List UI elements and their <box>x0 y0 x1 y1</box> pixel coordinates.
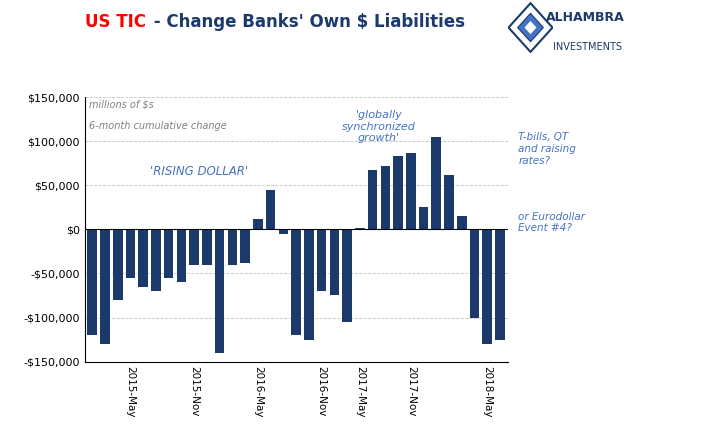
Bar <box>113 229 123 300</box>
Bar <box>177 229 186 282</box>
Bar <box>125 229 135 278</box>
Bar <box>304 229 314 340</box>
Bar <box>100 229 110 344</box>
Bar <box>431 137 441 229</box>
Bar <box>381 166 390 229</box>
Text: INVESTMENTS: INVESTMENTS <box>553 42 623 52</box>
Bar <box>278 229 288 234</box>
Bar <box>457 216 467 229</box>
Text: T-bills, QT
and raising
rates?: T-bills, QT and raising rates? <box>518 132 576 165</box>
Bar <box>368 170 377 229</box>
Bar <box>202 229 212 265</box>
Bar <box>291 229 301 335</box>
Bar <box>329 229 339 295</box>
Bar <box>240 229 250 263</box>
Text: millions of $s: millions of $s <box>89 100 154 110</box>
Bar <box>444 175 454 229</box>
Bar <box>470 229 479 318</box>
Text: 'globally
synchronized
growth': 'globally synchronized growth' <box>342 110 416 143</box>
Bar <box>164 229 173 278</box>
Bar <box>343 229 352 322</box>
Bar <box>495 229 505 340</box>
Text: 6-month cumulative change: 6-month cumulative change <box>89 121 226 131</box>
Text: ALHAMBRA: ALHAMBRA <box>546 11 625 24</box>
Bar <box>355 228 364 229</box>
Text: 'RISING DOLLAR': 'RISING DOLLAR' <box>149 165 247 179</box>
Bar <box>253 219 263 229</box>
Bar <box>393 156 403 229</box>
Bar <box>151 229 161 291</box>
Bar <box>406 153 415 229</box>
Bar <box>482 229 492 344</box>
Bar <box>228 229 237 265</box>
Text: US TIC: US TIC <box>85 13 146 31</box>
Bar <box>215 229 224 353</box>
Bar <box>317 229 326 291</box>
Bar <box>190 229 199 265</box>
Bar <box>138 229 148 287</box>
Text: or Eurodollar
Event #4?: or Eurodollar Event #4? <box>518 212 585 233</box>
Text: - Change Banks' Own $ Liabilities: - Change Banks' Own $ Liabilities <box>148 13 465 31</box>
Polygon shape <box>525 22 536 34</box>
Bar <box>419 207 429 229</box>
Polygon shape <box>517 13 544 42</box>
Bar <box>87 229 97 335</box>
Bar <box>266 190 276 229</box>
